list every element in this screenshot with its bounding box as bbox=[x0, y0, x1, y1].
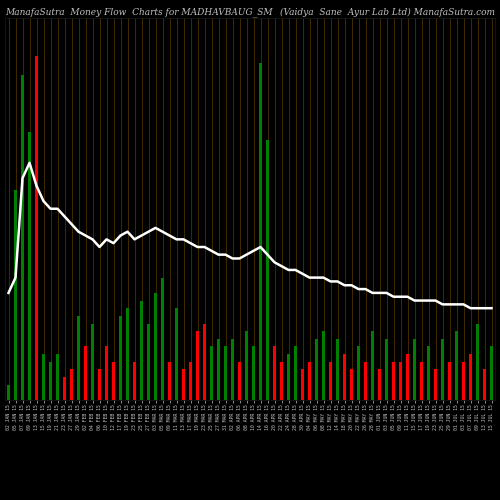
Bar bbox=[70, 370, 73, 400]
Bar bbox=[406, 354, 409, 400]
Bar bbox=[160, 278, 164, 400]
Bar bbox=[398, 362, 402, 400]
Bar bbox=[62, 377, 66, 400]
Bar bbox=[258, 339, 262, 400]
Bar bbox=[34, 56, 38, 400]
Bar bbox=[322, 331, 326, 400]
Bar bbox=[182, 370, 186, 400]
Bar bbox=[112, 362, 116, 400]
Bar bbox=[34, 362, 38, 400]
Bar bbox=[328, 362, 332, 400]
Bar bbox=[356, 346, 360, 400]
Bar bbox=[378, 370, 382, 400]
Bar bbox=[48, 362, 52, 400]
Bar bbox=[336, 339, 340, 400]
Bar bbox=[42, 354, 46, 400]
Bar bbox=[426, 346, 430, 400]
Text: ManafaSutra  Money Flow  Charts for MADHAVBAUG_SM: ManafaSutra Money Flow Charts for MADHAV… bbox=[5, 8, 272, 17]
Bar bbox=[210, 346, 214, 400]
Bar bbox=[20, 75, 24, 400]
Bar bbox=[196, 331, 200, 400]
Bar bbox=[448, 362, 452, 400]
Bar bbox=[14, 190, 18, 400]
Bar bbox=[118, 316, 122, 400]
Bar bbox=[28, 342, 32, 400]
Bar bbox=[126, 308, 130, 400]
Bar bbox=[490, 346, 494, 400]
Bar bbox=[266, 362, 270, 400]
Bar bbox=[216, 339, 220, 400]
Bar bbox=[56, 354, 60, 400]
Bar bbox=[244, 331, 248, 400]
Bar bbox=[76, 316, 80, 400]
Bar bbox=[238, 362, 242, 400]
Bar bbox=[266, 140, 270, 400]
Bar bbox=[258, 64, 262, 400]
Bar bbox=[364, 362, 368, 400]
Bar bbox=[482, 370, 486, 400]
Bar bbox=[370, 331, 374, 400]
Bar bbox=[146, 324, 150, 400]
Bar bbox=[20, 324, 24, 400]
Bar bbox=[104, 346, 108, 400]
Bar bbox=[230, 339, 234, 400]
Bar bbox=[294, 346, 298, 400]
Bar bbox=[454, 331, 458, 400]
Bar bbox=[462, 362, 466, 400]
Bar bbox=[420, 362, 424, 400]
Bar bbox=[98, 370, 102, 400]
Bar bbox=[90, 324, 94, 400]
Bar bbox=[224, 346, 228, 400]
Bar bbox=[154, 293, 158, 400]
Bar bbox=[252, 346, 256, 400]
Bar bbox=[174, 308, 178, 400]
Bar bbox=[272, 346, 276, 400]
Bar bbox=[280, 362, 283, 400]
Bar bbox=[14, 370, 18, 400]
Bar bbox=[140, 300, 143, 400]
Bar bbox=[342, 354, 346, 400]
Bar bbox=[392, 362, 396, 400]
Bar bbox=[132, 362, 136, 400]
Bar bbox=[168, 362, 172, 400]
Bar bbox=[286, 354, 290, 400]
Bar bbox=[476, 324, 480, 400]
Bar bbox=[384, 339, 388, 400]
Bar bbox=[6, 384, 10, 400]
Bar bbox=[468, 354, 472, 400]
Bar bbox=[300, 370, 304, 400]
Bar bbox=[434, 370, 438, 400]
Bar bbox=[202, 324, 206, 400]
Bar bbox=[28, 132, 32, 400]
Bar bbox=[440, 339, 444, 400]
Bar bbox=[188, 362, 192, 400]
Bar bbox=[350, 370, 354, 400]
Text: (Vaidya  Sane  Ayur Lab Ltd) ManafaSutra.com: (Vaidya Sane Ayur Lab Ltd) ManafaSutra.c… bbox=[280, 8, 495, 16]
Bar bbox=[308, 362, 312, 400]
Bar bbox=[412, 339, 416, 400]
Bar bbox=[84, 346, 87, 400]
Bar bbox=[314, 339, 318, 400]
